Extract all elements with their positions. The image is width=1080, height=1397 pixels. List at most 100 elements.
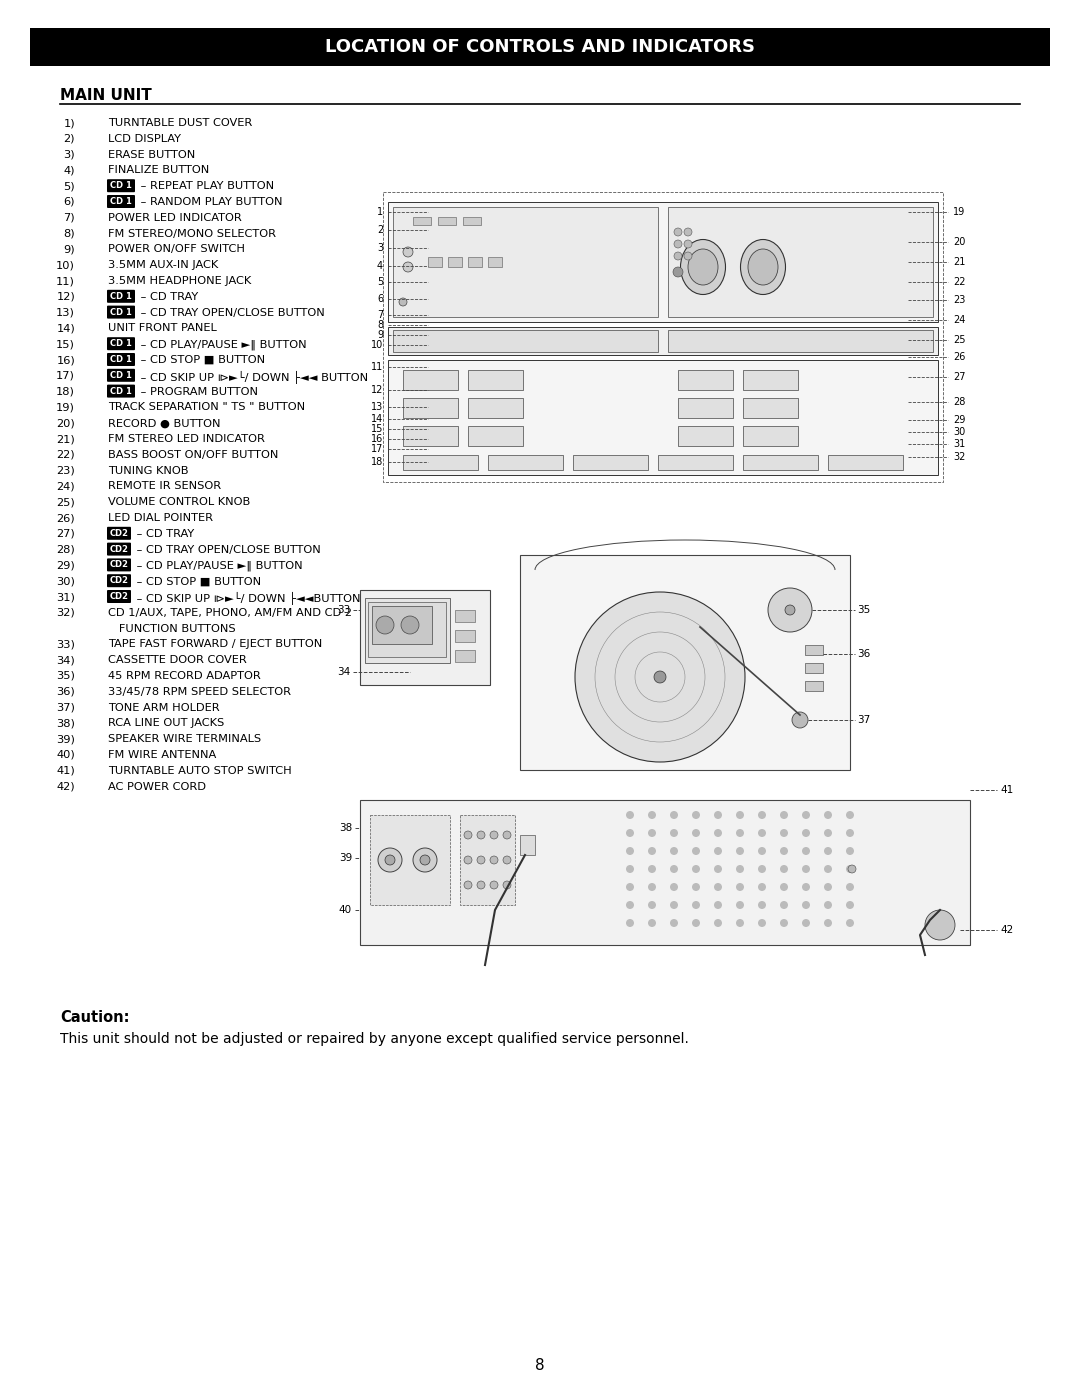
Text: 12: 12 — [370, 386, 383, 395]
Circle shape — [692, 828, 700, 837]
Text: 20: 20 — [953, 237, 966, 247]
Circle shape — [792, 712, 808, 728]
Text: 18: 18 — [370, 457, 383, 467]
Text: FUNCTION BUTTONS: FUNCTION BUTTONS — [108, 623, 235, 634]
Circle shape — [824, 901, 832, 909]
Circle shape — [477, 831, 485, 840]
FancyBboxPatch shape — [107, 590, 131, 604]
Text: RECORD ● BUTTON: RECORD ● BUTTON — [108, 418, 220, 429]
Bar — [388, 360, 939, 475]
Text: TURNTABLE DUST COVER: TURNTABLE DUST COVER — [108, 117, 253, 129]
FancyBboxPatch shape — [107, 369, 135, 381]
Text: LCD DISPLAY: LCD DISPLAY — [108, 134, 181, 144]
Circle shape — [403, 247, 413, 257]
Text: 8: 8 — [377, 320, 383, 330]
FancyBboxPatch shape — [107, 196, 135, 208]
Circle shape — [648, 828, 656, 837]
Text: 23: 23 — [953, 295, 966, 305]
Bar — [360, 800, 970, 944]
Text: CD 1: CD 1 — [110, 339, 132, 348]
Text: 36): 36) — [56, 687, 75, 697]
Circle shape — [674, 228, 681, 236]
Circle shape — [802, 828, 810, 837]
Bar — [468, 398, 523, 418]
Circle shape — [670, 865, 678, 873]
Text: FM STEREO LED INDICATOR: FM STEREO LED INDICATOR — [108, 434, 265, 444]
FancyBboxPatch shape — [107, 542, 131, 556]
Bar — [455, 650, 475, 662]
Text: 11: 11 — [370, 362, 383, 372]
Circle shape — [670, 883, 678, 891]
FancyBboxPatch shape — [107, 337, 135, 351]
Text: CD2: CD2 — [109, 560, 129, 570]
Bar — [658, 455, 733, 469]
Text: – RANDOM PLAY BUTTON: – RANDOM PLAY BUTTON — [137, 197, 283, 207]
Bar — [372, 606, 432, 644]
Text: 3.5MM HEADPHONE JACK: 3.5MM HEADPHONE JACK — [108, 277, 252, 286]
Bar — [743, 398, 798, 418]
Text: 40): 40) — [56, 750, 75, 760]
Text: – CD TRAY: – CD TRAY — [137, 292, 199, 302]
Circle shape — [403, 263, 413, 272]
Circle shape — [735, 865, 744, 873]
Text: CD 1: CD 1 — [110, 307, 132, 317]
Circle shape — [780, 847, 788, 855]
FancyBboxPatch shape — [107, 574, 131, 587]
Text: UNIT FRONT PANEL: UNIT FRONT PANEL — [108, 323, 217, 334]
Text: 6): 6) — [64, 197, 75, 207]
Circle shape — [626, 812, 634, 819]
Bar — [370, 814, 450, 905]
Text: 29): 29) — [56, 560, 75, 570]
Circle shape — [654, 671, 666, 683]
Bar — [413, 217, 431, 225]
Circle shape — [802, 865, 810, 873]
Text: 14): 14) — [56, 323, 75, 334]
Text: 37: 37 — [858, 715, 870, 725]
Circle shape — [626, 865, 634, 873]
Bar — [365, 598, 450, 664]
Circle shape — [670, 847, 678, 855]
Circle shape — [714, 812, 723, 819]
Text: 31): 31) — [56, 592, 75, 602]
Circle shape — [477, 882, 485, 888]
Text: 34): 34) — [56, 655, 75, 665]
Text: 1: 1 — [377, 207, 383, 217]
Text: – CD TRAY OPEN/CLOSE BUTTON: – CD TRAY OPEN/CLOSE BUTTON — [133, 545, 321, 555]
Circle shape — [735, 883, 744, 891]
Bar — [488, 455, 563, 469]
Circle shape — [780, 812, 788, 819]
Circle shape — [692, 865, 700, 873]
Bar — [455, 630, 475, 643]
Text: 31: 31 — [953, 439, 966, 448]
Text: 30): 30) — [56, 576, 75, 587]
Bar — [519, 835, 535, 855]
Circle shape — [384, 855, 395, 865]
Text: CD 1: CD 1 — [110, 355, 132, 365]
Text: 8: 8 — [536, 1358, 544, 1372]
Text: LED DIAL POINTER: LED DIAL POINTER — [108, 513, 213, 522]
Circle shape — [714, 828, 723, 837]
Circle shape — [846, 847, 854, 855]
Text: 25: 25 — [953, 335, 966, 345]
Circle shape — [848, 865, 856, 873]
Text: 33): 33) — [56, 640, 75, 650]
Circle shape — [670, 828, 678, 837]
Circle shape — [768, 588, 812, 631]
Text: TAPE FAST FORWARD / EJECT BUTTON: TAPE FAST FORWARD / EJECT BUTTON — [108, 640, 322, 650]
Circle shape — [401, 616, 419, 634]
Text: 35: 35 — [858, 605, 870, 615]
Text: – CD PLAY/PAUSE ►‖ BUTTON: – CD PLAY/PAUSE ►‖ BUTTON — [137, 339, 307, 349]
Circle shape — [490, 856, 498, 863]
Bar — [669, 330, 933, 352]
Text: 2): 2) — [64, 134, 75, 144]
Circle shape — [648, 901, 656, 909]
FancyBboxPatch shape — [107, 559, 131, 571]
Circle shape — [490, 831, 498, 840]
Text: CD 1: CD 1 — [110, 370, 132, 380]
Bar — [468, 257, 482, 267]
Circle shape — [648, 883, 656, 891]
Ellipse shape — [688, 249, 718, 285]
Circle shape — [824, 812, 832, 819]
Circle shape — [846, 901, 854, 909]
Bar — [403, 426, 458, 446]
